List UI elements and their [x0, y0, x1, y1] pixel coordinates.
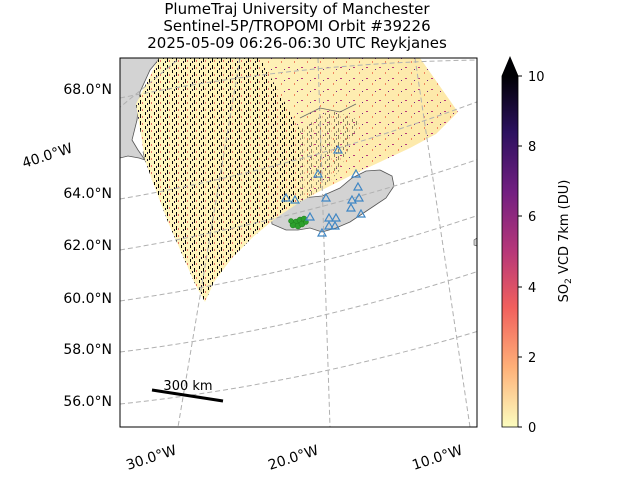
title-line-2: Sentinel-5P/TROPOMI Orbit #39226	[163, 17, 430, 35]
lat-label-68N: 68.0°N	[63, 82, 112, 98]
volcano-marker	[320, 192, 332, 202]
trajectory-points	[288, 215, 309, 230]
volcano-marker	[345, 202, 357, 212]
colorbar-gradient	[502, 76, 518, 427]
faroe-islet	[473, 237, 477, 247]
coastline-trace	[299, 103, 357, 119]
lon-label-30W: 30.0°W	[124, 442, 179, 473]
meridian-30W	[177, 58, 241, 427]
parallel-62N	[120, 159, 477, 251]
map-area: 300 km	[120, 58, 477, 427]
colorbar-tick-label: 10	[528, 70, 545, 85]
scale-bar	[151, 388, 224, 403]
volcano-marker	[312, 168, 324, 178]
lat-label-60N: 60.0°N	[63, 291, 112, 307]
map-frame	[119, 57, 478, 428]
lat-label-64N: 64.0°N	[63, 186, 112, 202]
volcano-marker	[330, 212, 342, 222]
colorbar-frame	[501, 55, 519, 428]
latitude-labels: 68.0°N 64.0°N 62.0°N 60.0°N 58.0°N 56.0°…	[63, 82, 112, 410]
lat-label-56N: 56.0°N	[63, 394, 112, 410]
volcano-marker	[353, 192, 365, 202]
parallel-60N	[120, 215, 477, 302]
volcano-marker	[350, 168, 362, 178]
volcano-marker	[289, 194, 301, 204]
title-line-1: PlumeTraj University of Manchester	[164, 0, 430, 18]
lon-label-10W: 10.0°W	[410, 442, 465, 473]
meridian-20W	[317, 58, 331, 427]
greenland-land	[120, 58, 161, 161]
parallel-68N	[120, 59, 477, 99]
swath-noise-mid	[300, 110, 360, 202]
meridian-10W	[414, 58, 471, 427]
colorbar-extend-arrow	[502, 57, 518, 76]
volcano-marker	[355, 208, 367, 218]
parallel-58N	[120, 271, 477, 353]
graticule	[120, 58, 477, 427]
volcano-marker	[329, 220, 341, 230]
colorbar-tick-labels: 0 2 4 6 8 10	[528, 70, 545, 436]
colorbar-tick-label: 0	[528, 421, 536, 436]
colorbar-tick-label: 6	[528, 210, 536, 225]
trajectory-point	[288, 218, 294, 224]
volcano-marker	[304, 211, 316, 221]
title: PlumeTraj University of Manchester Senti…	[147, 0, 447, 52]
lat-label-58N: 58.0°N	[63, 342, 112, 358]
volcano-marker	[316, 227, 328, 237]
volcano-marker	[352, 181, 364, 191]
colorbar-tick-label: 4	[528, 281, 536, 296]
volcano-marker	[346, 194, 358, 204]
lon-label-40W: 40.0°W	[20, 140, 75, 171]
lon-label-20W: 20.0°W	[266, 442, 321, 473]
colorbar: 0 2 4 6 8 10 SO2 VCD 7km (DU)	[501, 55, 574, 436]
swath-noise-dense	[136, 58, 300, 302]
iceland-land	[269, 169, 395, 233]
volcano-marker	[332, 144, 344, 154]
so2-swath	[136, 58, 458, 302]
colorbar-tick-label: 2	[528, 351, 536, 366]
lat-label-62N: 62.0°N	[63, 238, 112, 254]
volcano-marker	[323, 220, 335, 230]
colorbar-label: SO2 VCD 7km (DU)	[557, 180, 574, 303]
parallel-56N	[120, 330, 477, 405]
colorbar-ticks	[518, 75, 522, 428]
scale-bar-label: 300 km	[163, 379, 212, 394]
title-line-3: 2025-05-09 06:26-06:30 UTC Reykjanes	[147, 34, 447, 52]
volcano-markers	[280, 144, 367, 237]
volcano-marker	[323, 212, 335, 222]
volcano-marker	[280, 192, 292, 202]
parallel-64N	[120, 101, 477, 200]
colorbar-tick-label: 8	[528, 140, 536, 155]
meridian-40W	[120, 58, 181, 108]
